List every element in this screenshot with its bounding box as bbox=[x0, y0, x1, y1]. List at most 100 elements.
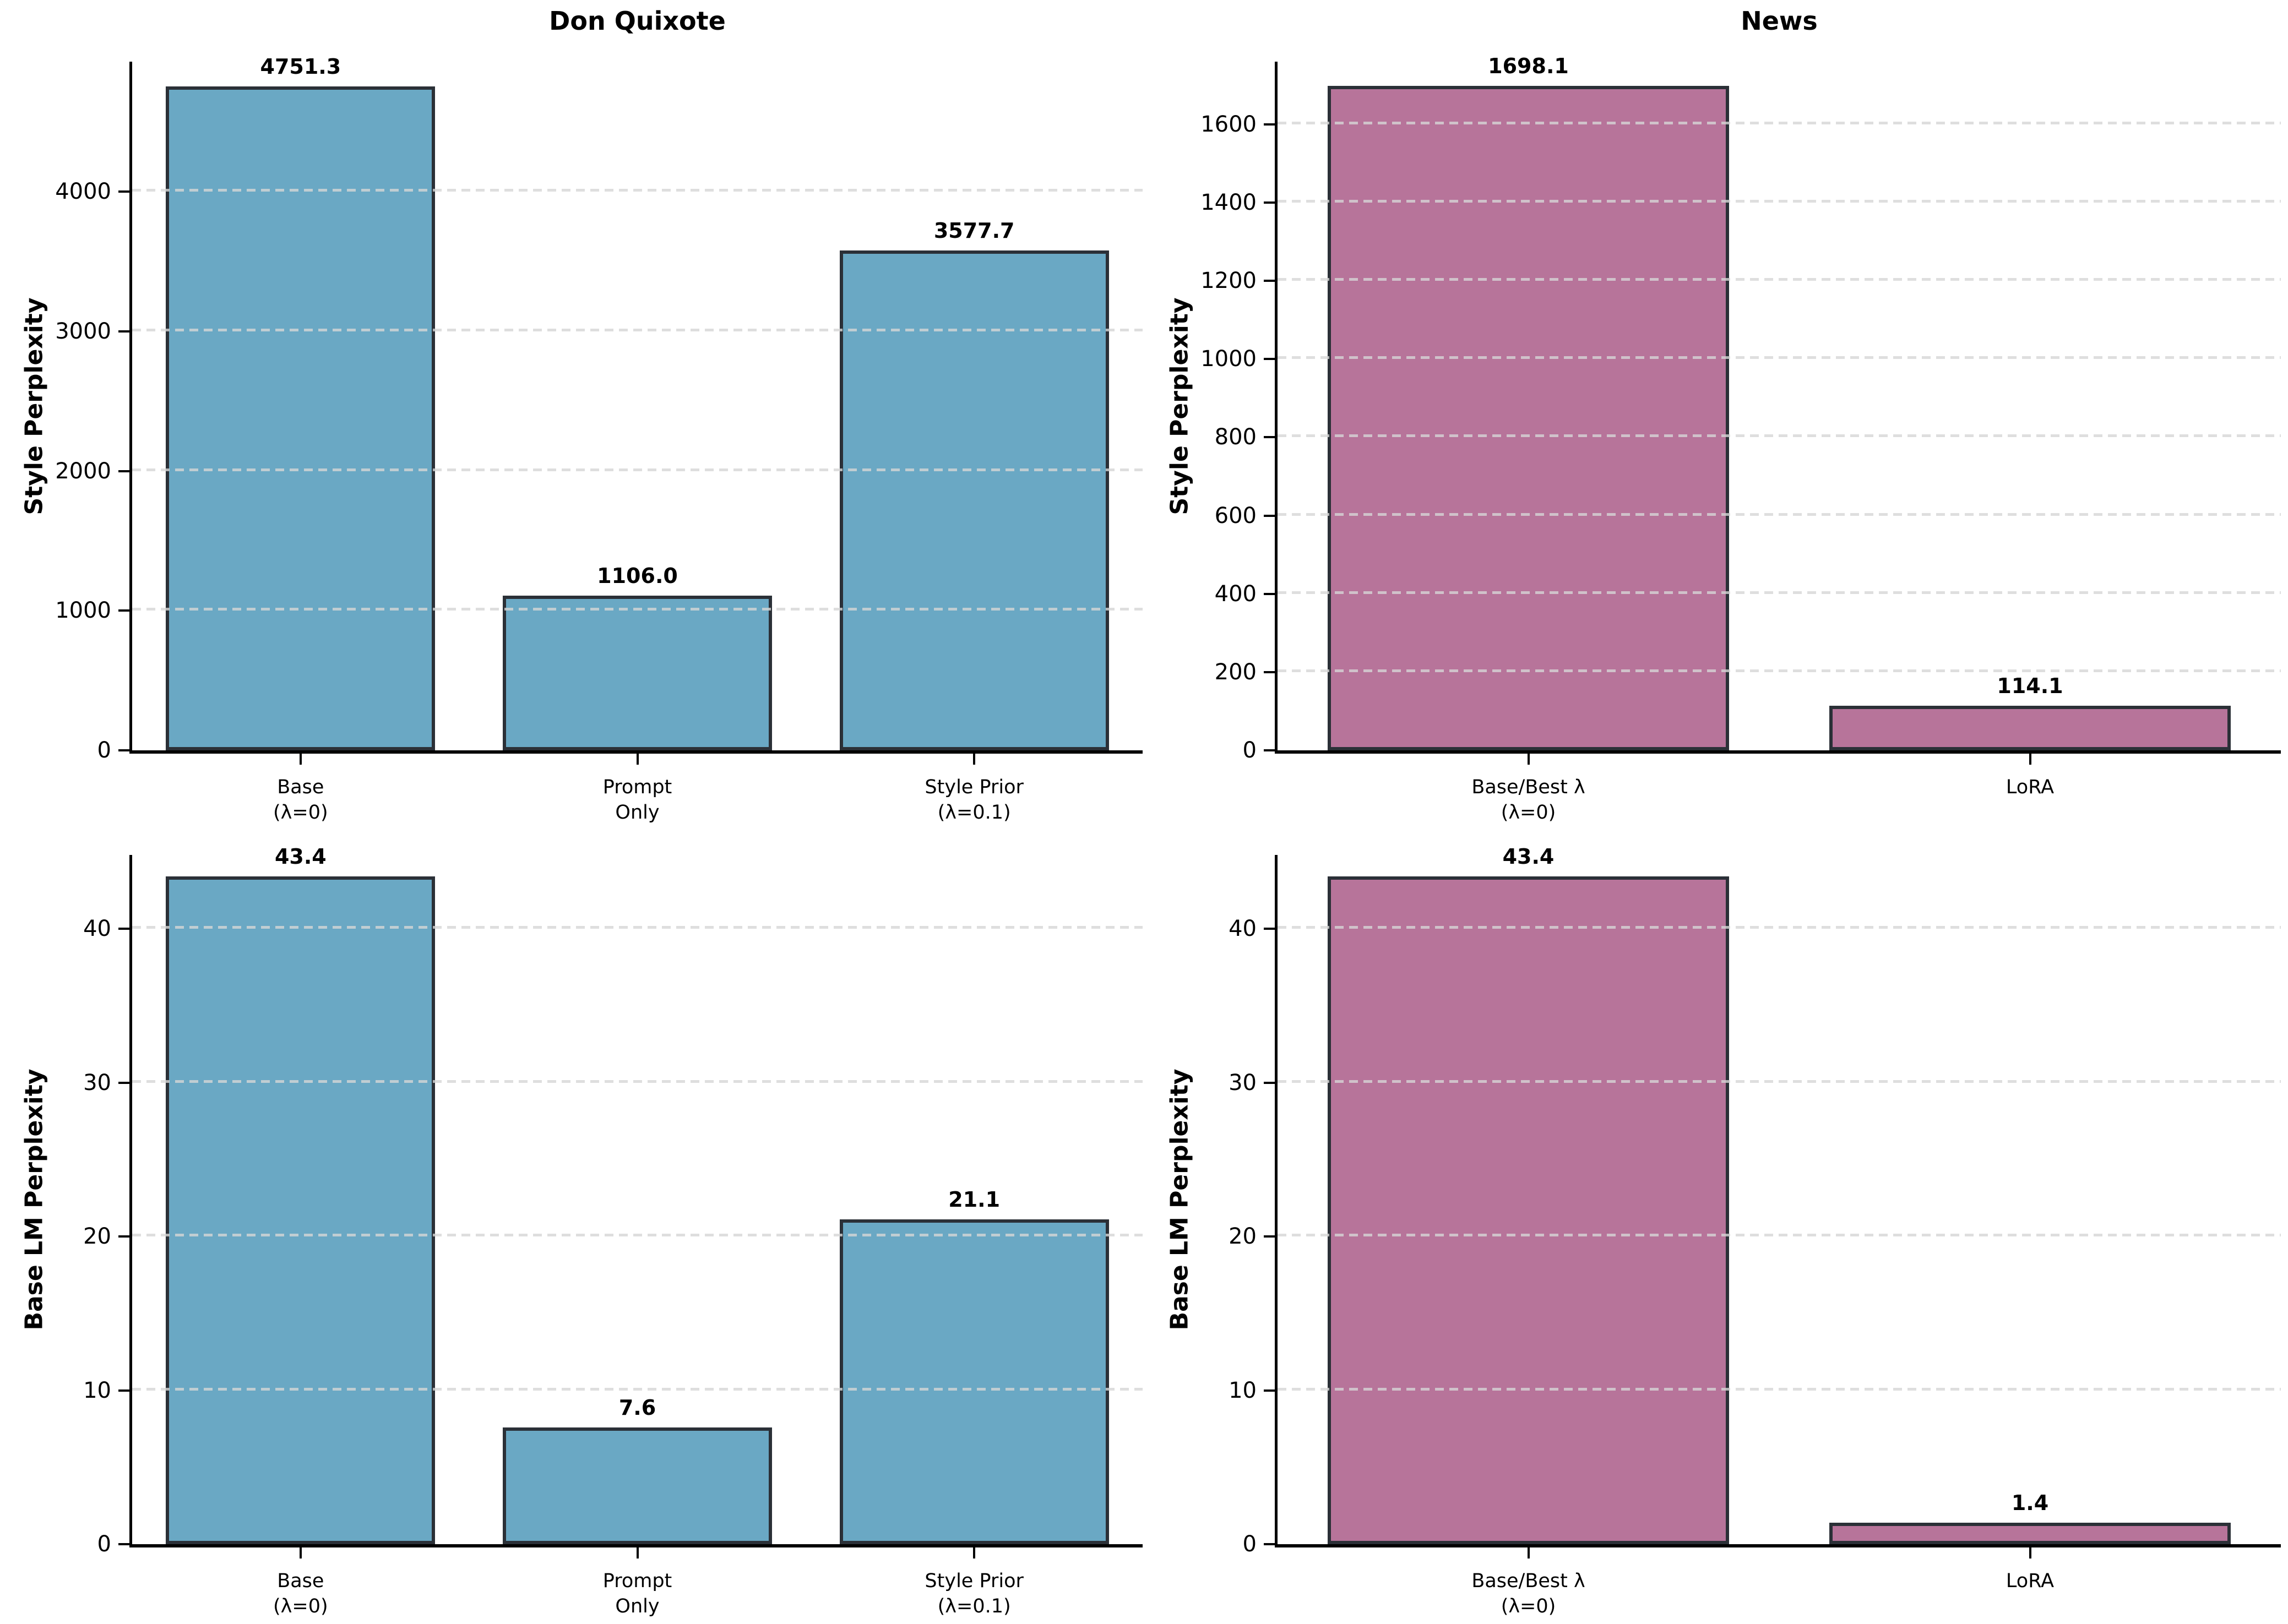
y-tick-label: 2000 bbox=[55, 458, 111, 484]
y-tick-label: 200 bbox=[1214, 659, 1257, 685]
x-tick-label: Prompt Only bbox=[602, 1570, 672, 1618]
x-tick-mark bbox=[973, 754, 976, 765]
plot-area: 0 10 20 30 40 43.4 Base/Best λ (λ=0) 1.4 LoRA bbox=[1229, 844, 2281, 1617]
chart-title: Don Quixote bbox=[549, 6, 726, 36]
bar bbox=[166, 876, 436, 1544]
y-axis-spine bbox=[1275, 62, 1278, 754]
bar bbox=[1829, 705, 2231, 750]
gridline bbox=[132, 189, 1143, 192]
y-tick-mark bbox=[1264, 201, 1275, 204]
y-tick-label: 1200 bbox=[1200, 268, 1257, 294]
y-tick-label: 0 bbox=[97, 738, 111, 763]
y-tick-label: 0 bbox=[1242, 738, 1257, 763]
bar-value-label: 3577.7 bbox=[933, 219, 1015, 243]
y-axis-label: Base LM Perplexity bbox=[1165, 1069, 1194, 1331]
gridline bbox=[132, 468, 1143, 471]
y-tick-mark bbox=[118, 1543, 129, 1545]
bar bbox=[1829, 1522, 2231, 1544]
x-tick-mark bbox=[1527, 1547, 1530, 1558]
y-tick-mark bbox=[1264, 1235, 1275, 1238]
y-tick-label: 20 bbox=[83, 1224, 111, 1250]
y-tick-mark bbox=[1264, 749, 1275, 751]
gridline bbox=[1278, 1234, 2281, 1237]
gridline bbox=[1278, 434, 2281, 438]
y-tick-label: 0 bbox=[1242, 1532, 1257, 1557]
bar-value-label: 21.1 bbox=[948, 1187, 1001, 1212]
y-tick-label: 400 bbox=[1214, 581, 1257, 607]
gridline bbox=[1278, 199, 2281, 203]
bar bbox=[502, 1427, 773, 1544]
y-tick-mark bbox=[118, 470, 129, 472]
x-tick-mark bbox=[299, 754, 302, 765]
y-tick-mark bbox=[1264, 436, 1275, 439]
x-tick-label: Base (λ=0) bbox=[273, 776, 328, 824]
y-tick-label: 4000 bbox=[55, 179, 111, 204]
bar bbox=[839, 1219, 1109, 1544]
y-tick-mark bbox=[118, 190, 129, 193]
y-tick-mark bbox=[118, 1389, 129, 1392]
x-tick-mark bbox=[636, 1547, 639, 1558]
y-tick-mark bbox=[118, 928, 129, 930]
x-axis-spine bbox=[1275, 1544, 2281, 1547]
y-axis-spine bbox=[129, 855, 132, 1547]
x-tick-label: LoRA bbox=[2006, 776, 2055, 798]
gridline bbox=[1278, 278, 2281, 281]
y-tick-mark bbox=[118, 749, 129, 751]
bar bbox=[1328, 86, 1729, 750]
y-tick-mark bbox=[1264, 1081, 1275, 1084]
x-tick-label: Style Prior (λ=0.1) bbox=[925, 1570, 1024, 1618]
x-axis-spine bbox=[129, 1544, 1143, 1547]
y-axis-spine bbox=[129, 62, 132, 754]
y-tick-label: 1000 bbox=[55, 598, 111, 624]
bar bbox=[1328, 876, 1729, 1544]
x-tick-label: Base (λ=0) bbox=[273, 1570, 328, 1618]
gridline bbox=[132, 1234, 1143, 1237]
bar-value-label: 1.4 bbox=[2011, 1490, 2049, 1515]
y-tick-mark bbox=[118, 609, 129, 612]
bar bbox=[166, 86, 436, 750]
x-tick-mark bbox=[2029, 754, 2031, 765]
y-axis-label: Base LM Perplexity bbox=[20, 1069, 48, 1331]
y-tick-label: 1000 bbox=[1200, 346, 1257, 372]
y-tick-mark bbox=[1264, 1389, 1275, 1392]
gridline bbox=[132, 926, 1143, 929]
chart-don-quixote-style-perplexity: Don Quixote Style Perplexity 0 1000 2000 30… bbox=[20, 6, 1143, 824]
y-tick-mark bbox=[1264, 1543, 1275, 1545]
y-tick-label: 3000 bbox=[55, 318, 111, 344]
y-axis-label: Style Perplexity bbox=[20, 297, 48, 515]
y-tick-mark bbox=[118, 1081, 129, 1084]
y-tick-mark bbox=[1264, 592, 1275, 595]
bar-value-label: 43.4 bbox=[1502, 844, 1555, 869]
plot-area: 0 1000 2000 3000 4000 4751.3 Base (λ=0) 1106.0 P… bbox=[55, 55, 1143, 824]
bar bbox=[502, 596, 773, 750]
chart-news-base-lm-perplexity: Base LM Perplexity 0 10 20 30 40 43.4 Base/Bes… bbox=[1166, 844, 2281, 1617]
y-tick-mark bbox=[1264, 671, 1275, 673]
x-tick-mark bbox=[636, 754, 639, 765]
y-tick-label: 1600 bbox=[1200, 111, 1257, 137]
bar-value-label: 4751.3 bbox=[260, 55, 341, 79]
y-tick-mark bbox=[118, 1235, 129, 1238]
y-axis-spine bbox=[1275, 855, 1278, 1547]
gridline bbox=[1278, 669, 2281, 672]
y-tick-mark bbox=[1264, 280, 1275, 282]
y-tick-label: 0 bbox=[97, 1532, 111, 1557]
bar-value-label: 1106.0 bbox=[597, 564, 678, 588]
y-tick-label: 800 bbox=[1214, 424, 1257, 450]
y-tick-label: 10 bbox=[83, 1377, 111, 1403]
gridline bbox=[1278, 591, 2281, 594]
bar bbox=[839, 250, 1109, 750]
y-tick-mark bbox=[1264, 358, 1275, 361]
x-axis-spine bbox=[1275, 750, 2281, 754]
y-tick-label: 10 bbox=[1229, 1377, 1257, 1403]
y-tick-mark bbox=[118, 330, 129, 333]
gridline bbox=[132, 1387, 1143, 1391]
y-tick-mark bbox=[1264, 123, 1275, 126]
bar-value-label: 114.1 bbox=[1997, 673, 2063, 698]
gridline bbox=[132, 608, 1143, 611]
chart-don-quixote-base-lm-perplexity: Base LM Perplexity 0 10 20 30 40 43.4 Base (λ=… bbox=[20, 844, 1143, 1617]
y-tick-label: 600 bbox=[1214, 503, 1257, 528]
gridline bbox=[1278, 121, 2281, 124]
bar-value-label: 1698.1 bbox=[1488, 54, 1569, 78]
x-tick-label: LoRA bbox=[2006, 1570, 2055, 1592]
